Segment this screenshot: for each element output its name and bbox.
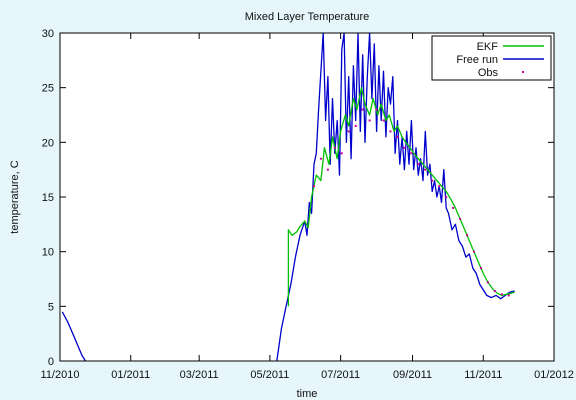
- obs-point: [445, 196, 448, 198]
- legend-box: [431, 35, 552, 81]
- obs-point: [396, 135, 399, 138]
- y-tick-label: 30: [42, 28, 54, 40]
- obs-point: [438, 185, 441, 188]
- y-tick-label: 15: [42, 192, 54, 204]
- obs-point: [361, 108, 364, 111]
- obs-point: [340, 152, 343, 155]
- x-axis-label: time: [297, 388, 318, 400]
- x-tick-label: 07/2011: [321, 369, 360, 381]
- obs-point: [368, 119, 371, 122]
- obs-point: [326, 168, 329, 171]
- obs-point: [333, 146, 336, 149]
- obs-point: [466, 234, 469, 237]
- obs-point: [507, 294, 510, 297]
- y-axis-label: temperature, C: [9, 160, 21, 233]
- obs-point: [424, 168, 427, 171]
- obs-point: [319, 157, 322, 160]
- y-tick-label: 25: [42, 83, 54, 95]
- y-tick-label: 5: [48, 301, 54, 313]
- x-tick-label: 01/2011: [111, 369, 150, 381]
- obs-point: [410, 152, 413, 155]
- obs-point: [486, 281, 489, 284]
- legend-label: Obs: [478, 67, 499, 79]
- obs-point: [459, 217, 462, 220]
- obs-point: [472, 250, 475, 253]
- obs-point: [375, 108, 378, 111]
- obs-point: [431, 179, 434, 182]
- obs-point: [452, 206, 455, 209]
- chart-title: Mixed Layer Temperature: [245, 11, 370, 23]
- plot-area: [60, 33, 554, 361]
- obs-point: [382, 119, 385, 122]
- obs-point: [312, 185, 315, 188]
- obs-point: [417, 163, 420, 166]
- legend-label: Free run: [456, 54, 498, 66]
- obs-point: [389, 130, 392, 133]
- y-tick-label: 10: [42, 247, 54, 259]
- obs-point: [354, 124, 357, 127]
- obs-point: [347, 130, 350, 133]
- axis-ticks: 11/2010 01/2011 03/2011 05/2011 07/2011 09/20…: [41, 28, 574, 381]
- x-tick-label: 05/2011: [250, 369, 289, 381]
- x-tick-label: 09/2011: [393, 369, 432, 381]
- plot-content: [61, 33, 515, 361]
- x-tick-label: 03/2011: [180, 369, 219, 381]
- legend-label: EKF: [477, 41, 499, 53]
- obs-point: [500, 293, 503, 296]
- series-line-free-run: [61, 33, 515, 361]
- x-tick-label: 11/2010: [41, 369, 80, 381]
- obs-point: [479, 267, 482, 270]
- y-tick-label: 20: [42, 137, 54, 149]
- obs-point: [403, 146, 406, 149]
- x-tick-label: 11/2011: [464, 369, 502, 381]
- obs-point: [493, 290, 496, 293]
- x-tick-label: 01/2012: [534, 369, 574, 381]
- y-tick-label: 0: [48, 356, 54, 368]
- legend-swatch: [522, 71, 524, 73]
